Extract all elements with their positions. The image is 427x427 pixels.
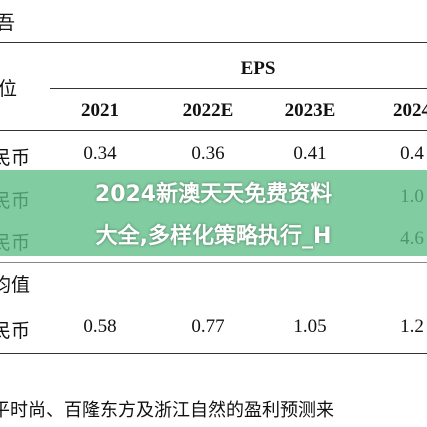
rule [0,130,427,131]
cell: 0.34 [83,143,117,164]
row-label: 民币 [0,321,31,342]
cell: 1.2 [400,316,424,337]
column-header: 2024 [393,100,427,121]
cell: 0.58 [83,316,117,337]
cell: 0.4 [400,143,424,164]
row-label: 均值 [0,275,31,296]
cell: 0.77 [191,316,225,337]
group-label: EPS [240,58,276,79]
column-header: 2023E [284,100,336,121]
rule [0,262,427,263]
column-header: 2021 [81,100,119,121]
footnote: 平时尚、百隆东方及浙江自然的盈利预测来 [0,400,334,420]
banner: 2024新澳天天免费资料 大全,多样化策略执行_H [0,170,427,256]
rule [0,353,427,354]
cell: 0.41 [293,143,327,164]
corner-text: 吾 [0,13,16,34]
cell: 0.36 [191,143,225,164]
rule [50,88,427,89]
banner-line: 大全,多样化策略执行_H [95,224,332,249]
column-header: 2022E [182,100,234,121]
unit-label: 位 [0,79,18,100]
rule [0,42,427,43]
row-label: 民币 [0,148,31,169]
cell: 1.05 [293,316,327,337]
banner-line: 2024新澳天天免费资料 [94,182,333,207]
